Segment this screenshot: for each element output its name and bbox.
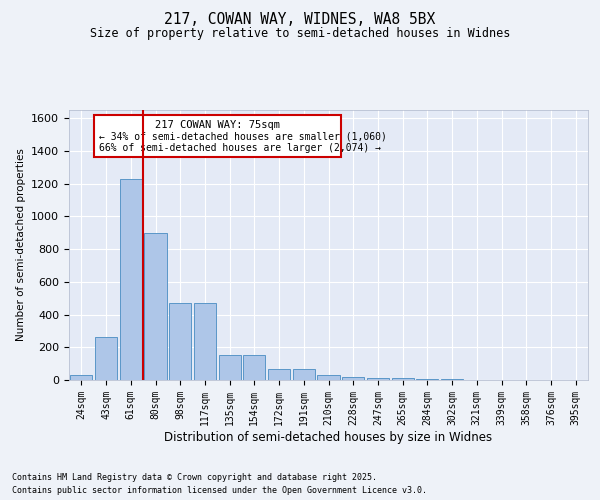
Text: Contains public sector information licensed under the Open Government Licence v3: Contains public sector information licen… <box>12 486 427 495</box>
Text: 217, COWAN WAY, WIDNES, WA8 5BX: 217, COWAN WAY, WIDNES, WA8 5BX <box>164 12 436 28</box>
Text: Size of property relative to semi-detached houses in Widnes: Size of property relative to semi-detach… <box>90 28 510 40</box>
Bar <box>317 375 340 380</box>
Bar <box>119 178 142 380</box>
Text: 217 COWAN WAY: 75sqm: 217 COWAN WAY: 75sqm <box>155 120 280 130</box>
Bar <box>169 303 191 380</box>
Bar <box>218 354 241 380</box>
Bar <box>95 338 117 380</box>
Bar <box>392 378 414 380</box>
Bar <box>94 115 341 158</box>
Bar <box>243 354 265 380</box>
Bar <box>268 370 290 380</box>
X-axis label: Distribution of semi-detached houses by size in Widnes: Distribution of semi-detached houses by … <box>164 430 493 444</box>
Bar <box>342 376 364 380</box>
Bar <box>293 370 315 380</box>
Bar <box>70 375 92 380</box>
Bar <box>367 378 389 380</box>
Text: ← 34% of semi-detached houses are smaller (1,060): ← 34% of semi-detached houses are smalle… <box>98 131 386 141</box>
Bar <box>416 379 439 380</box>
Text: Contains HM Land Registry data © Crown copyright and database right 2025.: Contains HM Land Registry data © Crown c… <box>12 474 377 482</box>
Bar <box>145 232 167 380</box>
Text: 66% of semi-detached houses are larger (2,074) →: 66% of semi-detached houses are larger (… <box>98 142 380 152</box>
Bar <box>194 303 216 380</box>
Y-axis label: Number of semi-detached properties: Number of semi-detached properties <box>16 148 26 342</box>
